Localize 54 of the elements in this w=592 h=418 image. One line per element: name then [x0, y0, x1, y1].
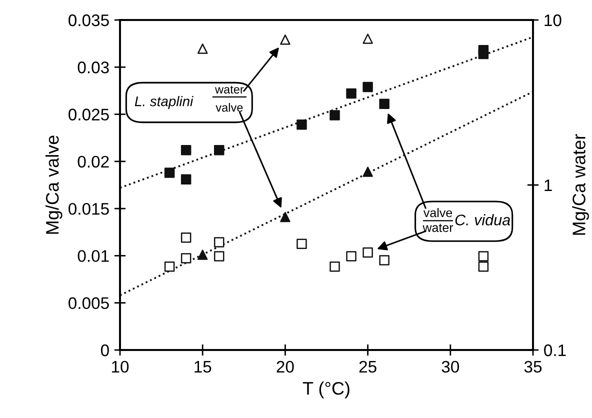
point: [362, 166, 373, 177]
point: [330, 110, 340, 120]
point: [180, 232, 192, 243]
point: [164, 168, 175, 178]
y2-tick-label: 1: [544, 180, 552, 192]
point: [214, 237, 224, 248]
y2-axis-title: Mg/Ca water: [572, 134, 589, 235]
point: [280, 212, 290, 222]
x-tick-label: 25: [359, 360, 376, 373]
annotation: L. staplini: [134, 96, 194, 109]
point: [197, 44, 208, 54]
x-tick-label: 10: [112, 360, 129, 373]
point: [346, 251, 356, 262]
annotation: water: [422, 224, 454, 232]
point: [478, 45, 489, 56]
point: [280, 34, 290, 45]
y-tick-label: 0: [100, 344, 109, 356]
y-tick-label: 0.015: [68, 202, 109, 215]
point: [180, 174, 192, 184]
y-axis-title: Mg/Ca valve: [45, 136, 62, 234]
point: [164, 262, 175, 272]
y2-tick-label: 0.1: [544, 344, 566, 356]
y-tick-label: 0.005: [68, 297, 109, 310]
point: [379, 98, 390, 110]
annotation: valve: [216, 103, 243, 112]
point: [214, 144, 224, 156]
x-axis-title: T (°C): [302, 382, 350, 398]
annotation: C. vidua: [455, 214, 510, 226]
annotation: valve: [423, 208, 452, 218]
point: [296, 120, 307, 130]
point: [478, 251, 489, 262]
y-tick-label: 0.025: [68, 108, 109, 120]
y2-tick-label: 10: [544, 14, 562, 26]
x-tick-label: 20: [276, 360, 294, 373]
point: [296, 238, 307, 249]
point: [379, 255, 390, 266]
point: [214, 251, 224, 262]
y-tick-label: 0.035: [68, 14, 109, 26]
point: [330, 262, 340, 272]
x-tick-label: 35: [524, 360, 542, 373]
y-tick-label: 0.03: [78, 62, 109, 74]
annotation: water: [214, 86, 244, 94]
point: [478, 262, 489, 272]
point: [346, 88, 356, 99]
y-tick-label: 0.02: [78, 156, 109, 168]
x-tick-label: 15: [194, 361, 212, 373]
point: [180, 144, 192, 156]
point: [362, 82, 373, 92]
y-tick-label: 0.01: [78, 250, 109, 262]
point: [362, 247, 373, 258]
point: [197, 250, 208, 260]
x-tick-label: 30: [442, 360, 460, 373]
point: [362, 34, 373, 44]
point: [180, 253, 192, 264]
